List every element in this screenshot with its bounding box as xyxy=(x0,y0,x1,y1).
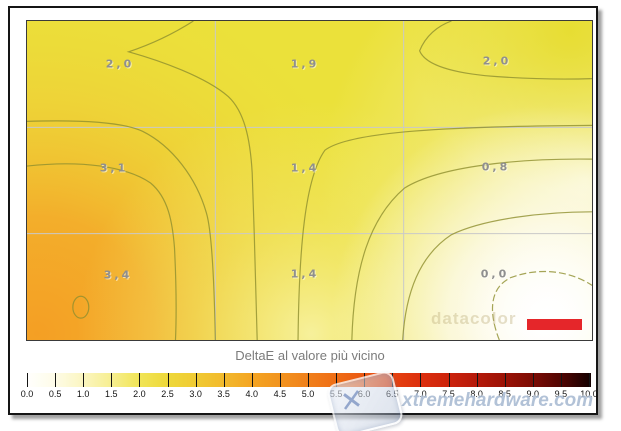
datacolor-logo-red-bar xyxy=(527,319,582,330)
colorbar-tick-label: 10.0 xyxy=(580,389,598,399)
contour-value-label: 1,4 xyxy=(290,267,320,281)
colorbar-tick xyxy=(251,373,253,387)
colorbar-tick xyxy=(279,373,281,387)
contour-plot-canvas xyxy=(27,21,592,340)
contour-plot-area: 2,0 1,9 2,0 3,1 1,4 0,8 3,4 1,4 0,0 datacolor xyxy=(26,20,593,341)
colorbar-tick-label: 0.5 xyxy=(48,389,62,399)
colorbar-tick-label: 4.0 xyxy=(245,389,259,399)
colorbar-tick xyxy=(420,373,422,387)
colorbar-tick-label: 7.0 xyxy=(414,389,427,399)
colorbar-tick xyxy=(589,373,590,387)
colorbar-tick xyxy=(308,373,309,387)
colorbar-tick-label: 4.5 xyxy=(273,389,287,399)
colorbar-tick-label: 1.5 xyxy=(105,389,118,399)
contour-value-label: 0,0 xyxy=(480,267,510,281)
chart-frame: 2,0 1,9 2,0 3,1 1,4 0,8 3,4 1,4 0,0 datacolor De… xyxy=(8,6,598,415)
contour-value-label: 3,4 xyxy=(103,268,133,282)
colorbar-tick-label: 7.5 xyxy=(442,389,455,399)
contour-value-label: 2,0 xyxy=(105,57,135,71)
colorbar-tick-label: 2.5 xyxy=(161,389,174,399)
colorbar-tick xyxy=(195,373,197,387)
colorbar-tick-label: 5.0 xyxy=(301,389,315,399)
colorbar-tick xyxy=(560,373,562,387)
field-gradient xyxy=(27,21,592,340)
colorbar-tick-label: 9.0 xyxy=(526,389,540,399)
colorbar-tick xyxy=(139,373,141,387)
colorbar-tick-label: 8.0 xyxy=(470,389,483,399)
colorbar-tick xyxy=(167,373,169,387)
colorbar-tick xyxy=(83,373,85,387)
colorbar-tick-labels: 0.00.51.01.52.02.53.03.54.04.55.05.56.06… xyxy=(21,389,598,401)
colorbar-tick-label: 3.0 xyxy=(189,389,202,399)
contour-value-label: 0,8 xyxy=(481,160,511,174)
colorbar-tick xyxy=(476,373,478,387)
datacolor-watermark-text: datacolor xyxy=(431,309,517,328)
colorbar-tick-label: 8.5 xyxy=(498,389,511,399)
colorbar-title: DeltaE al valore più vicino xyxy=(235,348,385,363)
colorbar-tick-label: 9.5 xyxy=(554,389,568,399)
x-glyph: ✕ xyxy=(338,381,365,421)
colorbar-tick-label: 2.0 xyxy=(133,389,146,399)
colorbar-tick xyxy=(448,373,450,387)
colorbar-tick-label: 3.5 xyxy=(217,389,230,399)
colorbar-tick xyxy=(504,373,506,387)
colorbar-tick-label: 0.0 xyxy=(20,389,34,399)
contour-lines xyxy=(27,21,592,340)
colorbar-tick xyxy=(336,373,338,387)
colorbar-tick xyxy=(532,373,534,387)
contour-value-label: 1,9 xyxy=(290,57,320,71)
colorbar-tick xyxy=(27,373,28,387)
colorbar-tick xyxy=(111,373,113,387)
contour-value-label: 2,0 xyxy=(482,54,512,68)
colorbar-tick xyxy=(55,373,57,387)
colorbar-tick xyxy=(223,373,225,387)
contour-value-label: 3,1 xyxy=(99,161,129,175)
colorbar-tick-label: 1.0 xyxy=(76,389,90,399)
contour-value-label: 1,4 xyxy=(290,161,320,175)
colorbar-gradient xyxy=(25,373,591,387)
grid-lines xyxy=(27,21,592,340)
